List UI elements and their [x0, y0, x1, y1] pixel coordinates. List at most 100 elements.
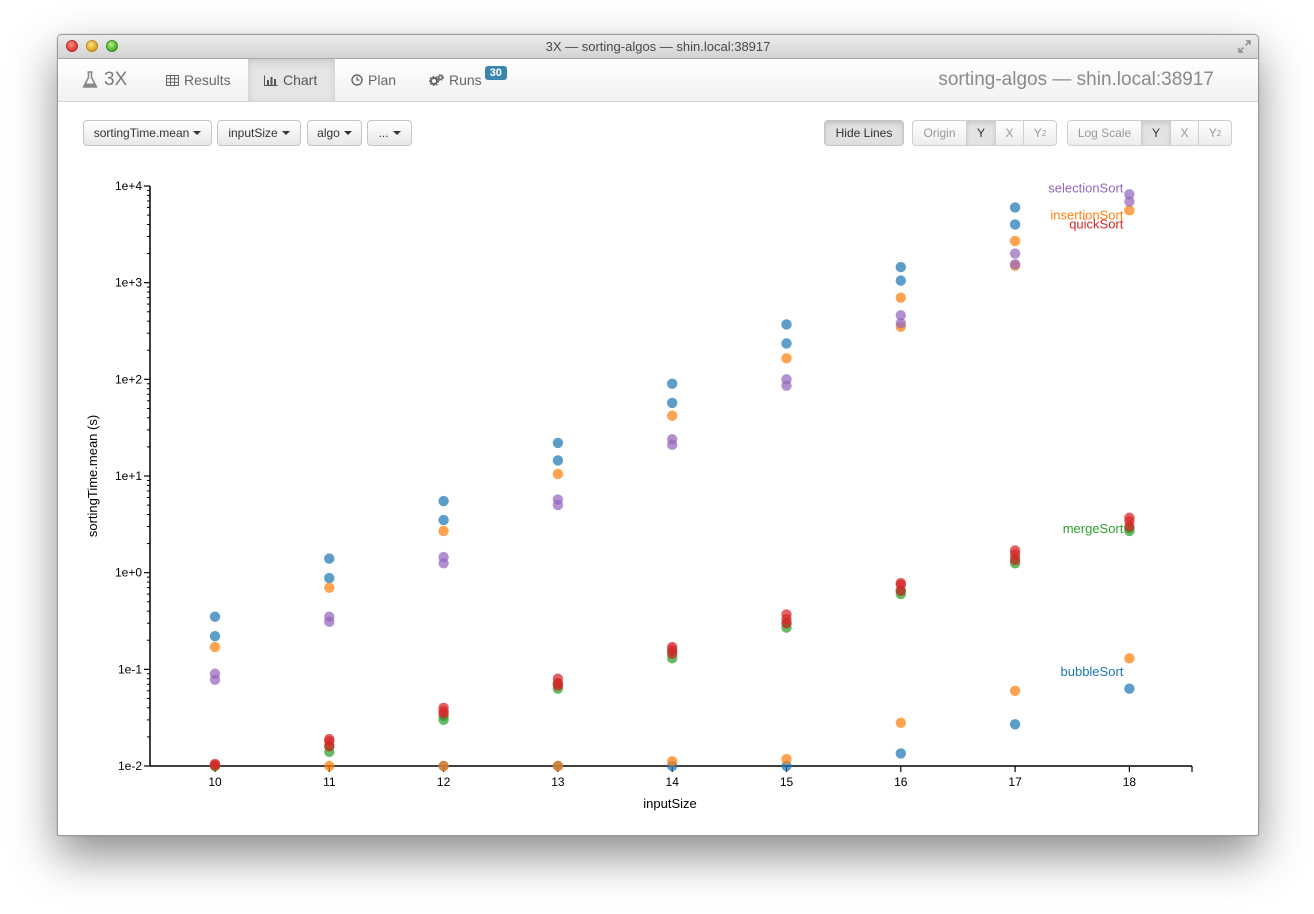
x-axis-select[interactable]: inputSize — [217, 120, 301, 146]
data-point-selectionSort[interactable] — [209, 674, 221, 685]
log-scale-y-toggle[interactable]: Y — [1141, 120, 1171, 146]
data-point-quickSort[interactable] — [324, 733, 335, 745]
tab-plan[interactable]: Plan — [335, 59, 413, 101]
data-point-quickSort[interactable] — [1124, 521, 1135, 532]
data-point-insertionSort[interactable] — [895, 292, 906, 303]
data-point-selectionSort[interactable] — [667, 439, 678, 451]
tab-runs[interactable]: Runs 30 — [413, 59, 525, 101]
data-point-bubbleSort[interactable] — [1009, 219, 1021, 230]
data-point-selectionSort[interactable] — [552, 499, 564, 511]
data-point-insertionSort[interactable] — [781, 353, 792, 364]
data-point-selectionSort[interactable] — [1009, 248, 1021, 259]
data-point-quickSort[interactable] — [895, 585, 906, 596]
fullscreen-icon[interactable] — [1237, 39, 1252, 54]
data-point-bubbleSort[interactable] — [209, 611, 221, 622]
data-point-insertionSort[interactable] — [552, 760, 564, 772]
data-point-bubbleSort[interactable] — [1009, 202, 1021, 213]
more-select[interactable]: ... — [367, 120, 412, 146]
data-point-insertionSort[interactable] — [438, 525, 449, 537]
data-point-quickSort[interactable] — [667, 648, 678, 659]
y-tick-label: 1e+0 — [115, 566, 142, 580]
data-point-insertionSort[interactable] — [438, 760, 449, 772]
data-point-insertionSort[interactable] — [324, 760, 335, 772]
caret-down-icon — [343, 131, 352, 135]
scatter-chart[interactable]: 1e-2 1e-1 1e+0 1e+1 1e+2 1e+3 1e+4 10 11 12 13 14 1… — [58, 35, 1258, 835]
log-scale-x-toggle[interactable]: X — [1170, 120, 1199, 146]
tab-chart-label: Chart — [283, 72, 318, 88]
hide-lines-label: Hide Lines — [835, 126, 893, 140]
data-point-insertionSort[interactable] — [324, 582, 335, 593]
origin-x-toggle[interactable]: X — [995, 120, 1024, 146]
data-point-bubbleSort[interactable] — [667, 397, 678, 409]
data-point-insertionSort[interactable] — [209, 641, 221, 653]
data-point-quickSort[interactable] — [1009, 545, 1021, 556]
data-point-bubbleSort[interactable] — [1124, 683, 1135, 694]
brand[interactable]: 3X — [82, 59, 127, 101]
data-point-quickSort[interactable] — [552, 680, 564, 691]
origin-y-toggle[interactable]: Y — [966, 120, 996, 146]
data-point-bubbleSort[interactable] — [781, 319, 792, 330]
data-point-bubbleSort[interactable] — [895, 275, 906, 286]
data-point-selectionSort[interactable] — [781, 380, 792, 391]
series-label-insertionSort: insertionSort — [1050, 207, 1123, 222]
data-point-insertionSort[interactable] — [781, 753, 792, 765]
data-point-insertionSort[interactable] — [552, 468, 564, 480]
y-axis-select[interactable]: sortingTime.mean — [83, 120, 212, 146]
data-point-bubbleSort[interactable] — [552, 437, 564, 449]
data-point-quickSort[interactable] — [324, 741, 335, 752]
series-select[interactable]: algo — [307, 120, 362, 146]
data-point-bubbleSort[interactable] — [324, 553, 335, 564]
data-point-insertionSort[interactable] — [667, 756, 678, 767]
data-point-selectionSort[interactable] — [438, 558, 449, 569]
close-window-button[interactable] — [66, 40, 78, 52]
data-point-quickSort[interactable] — [1124, 512, 1135, 523]
zoom-window-button[interactable] — [106, 40, 118, 52]
tab-results[interactable]: Results — [150, 59, 248, 101]
data-point-selectionSort[interactable] — [1124, 189, 1135, 200]
data-point-bubbleSort[interactable] — [1009, 719, 1021, 730]
data-point-quickSort[interactable] — [781, 618, 792, 629]
data-point-insertionSort[interactable] — [895, 717, 906, 728]
hide-lines-button[interactable]: Hide Lines — [824, 120, 904, 146]
data-point-quickSort[interactable] — [781, 609, 792, 620]
top-navbar: 3X Results Chart Plan — [58, 59, 1258, 102]
title-bar: 3X — sorting-algos — shin.local:38917 — [58, 35, 1258, 59]
brand-label: 3X — [104, 69, 128, 90]
app-window: 3X — sorting-algos — shin.local:38917 3X… — [57, 34, 1259, 836]
tab-chart[interactable]: Chart — [248, 59, 335, 101]
data-point-bubbleSort[interactable] — [438, 495, 449, 507]
data-point-bubbleSort[interactable] — [667, 378, 678, 389]
data-point-bubbleSort[interactable] — [895, 748, 906, 759]
x-tick-label: 14 — [666, 775, 680, 789]
data-point-selectionSort[interactable] — [324, 616, 335, 628]
x-tick-label: 10 — [208, 775, 222, 789]
data-point-bubbleSort[interactable] — [895, 261, 906, 273]
y-tick-label: 1e-2 — [118, 759, 142, 773]
data-point-bubbleSort[interactable] — [552, 455, 564, 466]
data-point-bubbleSort[interactable] — [438, 514, 449, 526]
data-point-selectionSort[interactable] — [1124, 196, 1135, 207]
flask-icon — [82, 71, 98, 88]
data-point-bubbleSort[interactable] — [324, 572, 335, 584]
minimize-window-button[interactable] — [86, 40, 98, 52]
x-tick-label: 13 — [551, 775, 565, 789]
data-point-selectionSort[interactable] — [895, 318, 906, 329]
data-point-insertionSort[interactable] — [1009, 685, 1021, 696]
data-point-insertionSort[interactable] — [1124, 205, 1135, 216]
data-point-bubbleSort[interactable] — [209, 631, 221, 642]
data-point-quickSort[interactable] — [209, 758, 221, 770]
origin-y2-label: Y — [1033, 126, 1042, 140]
data-point-quickSort[interactable] — [438, 705, 449, 717]
data-point-selectionSort[interactable] — [1009, 259, 1021, 270]
data-point-selectionSort[interactable] — [895, 310, 906, 321]
data-point-bubbleSort[interactable] — [781, 338, 792, 349]
data-point-insertionSort[interactable] — [1124, 653, 1135, 664]
data-point-quickSort[interactable] — [1009, 554, 1021, 566]
data-point-insertionSort[interactable] — [667, 410, 678, 421]
data-point-quickSort[interactable] — [895, 577, 906, 589]
data-point-insertionSort[interactable] — [1009, 235, 1021, 247]
